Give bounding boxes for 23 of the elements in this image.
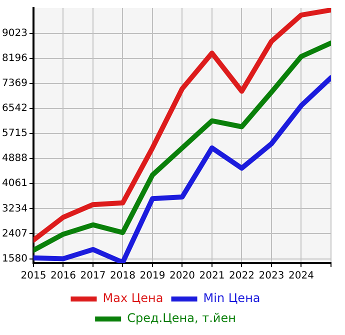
x-tick-label: 2019 [140, 270, 166, 282]
y-tick-label: 6542 [2, 103, 28, 114]
legend-label: Сред.Цена, т.йен [127, 311, 236, 326]
y-tick-label: 7369 [2, 78, 28, 90]
y-tick-label: 5715 [2, 128, 28, 140]
y-tick-label: 8196 [2, 52, 28, 64]
x-tick-label: 2016 [50, 270, 76, 282]
legend-label: Min Цена [203, 291, 260, 306]
x-tick-label: 2021 [199, 270, 225, 282]
y-tick-label: 2407 [2, 228, 28, 240]
x-tick-label: 2023 [258, 270, 284, 282]
x-tick-label: 2017 [80, 270, 106, 282]
y-tick-label: 4888 [2, 153, 28, 164]
legend-label: Max Цена [102, 291, 164, 306]
y-tick-label: 3234 [2, 203, 28, 214]
x-tick-label: 2018 [110, 270, 136, 282]
x-tick-label: 2015 [20, 270, 46, 282]
y-tick-label: 9023 [2, 28, 28, 39]
x-tick-label: 2020 [170, 270, 195, 282]
x-tick-label: 2022 [229, 270, 254, 282]
y-tick-label: 1580 [2, 253, 28, 264]
y-tick-label: 4061 [2, 178, 28, 190]
x-tick-label: 2024 [288, 270, 314, 282]
